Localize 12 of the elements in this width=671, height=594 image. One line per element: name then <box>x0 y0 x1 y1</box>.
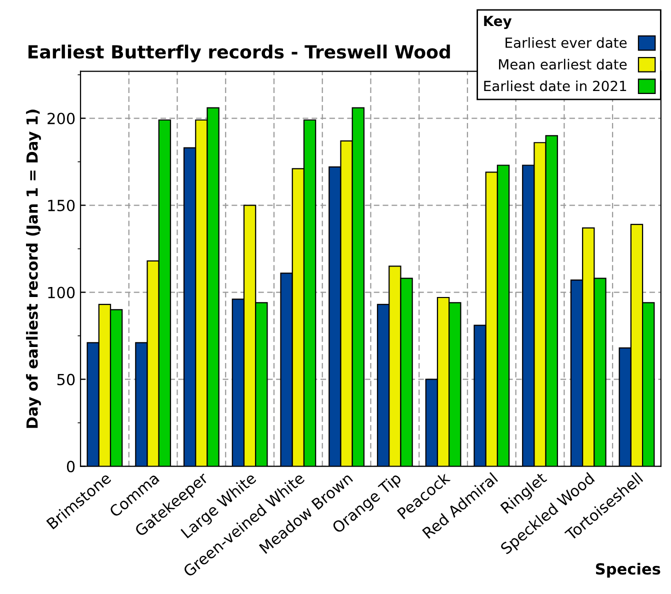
y-tick-label: 0 <box>66 460 75 472</box>
chart-title: Earliest Butterfly records - Treswell Wood <box>28 44 450 62</box>
y-axis-title: Day of earliest record (Jan 1 = Day 1) <box>26 110 41 428</box>
legend-label: Earliest date in 2021 <box>484 80 626 92</box>
legend-label: Mean earliest date <box>499 58 627 70</box>
y-tick-label: 100 <box>48 286 75 298</box>
legend-title: Key <box>484 16 512 30</box>
legend-label: Earliest ever date <box>506 37 627 48</box>
y-tick-label: 150 <box>48 200 75 212</box>
y-tick-label: 200 <box>48 112 75 124</box>
x-axis-title: Species <box>596 562 660 578</box>
y-tick-label: 50 <box>57 374 75 386</box>
